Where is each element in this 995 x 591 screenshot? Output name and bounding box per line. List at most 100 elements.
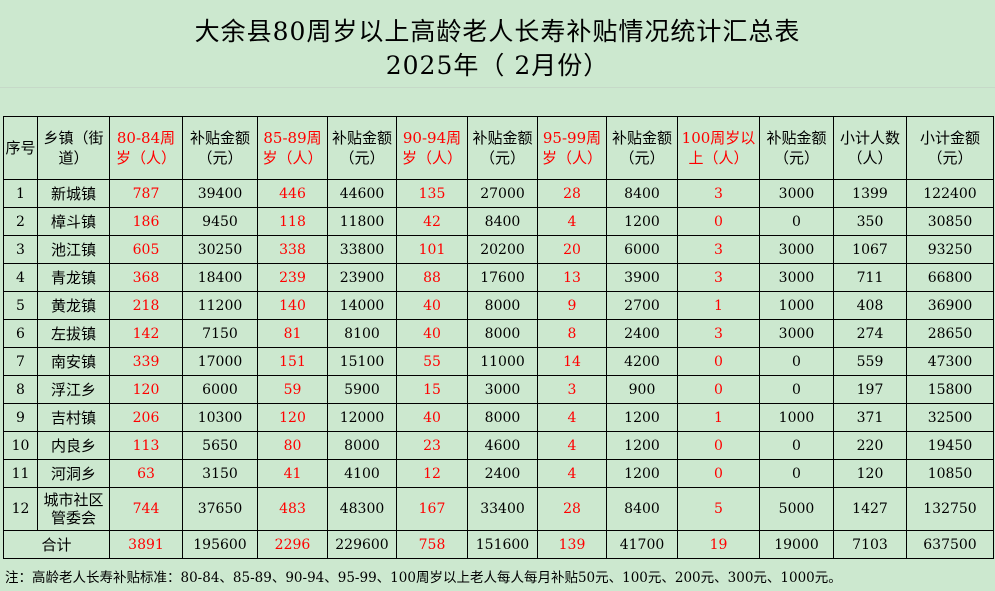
table-cell: 37650 [182, 487, 258, 531]
table-cell: 3000 [759, 263, 834, 292]
total-cell: 19 [677, 530, 760, 559]
table-cell: 339 [109, 347, 183, 376]
table-cell: 220 [833, 431, 907, 460]
table-cell: 0 [759, 347, 834, 376]
table-cell: 4 [3, 263, 38, 292]
table-cell: 66800 [906, 263, 994, 292]
table-cell: 15100 [327, 347, 397, 376]
table-cell: 42 [396, 207, 468, 236]
table-cell: 0 [677, 347, 760, 376]
table-row: 10 内良乡 113 5650 80 8000 23 4600 4 1200 0 0 220 19450 [3, 431, 994, 460]
table-cell: 135 [396, 179, 468, 208]
table-row: 8 浮江乡 120 6000 59 5900 15 3000 3 900 0 0 197 15800 [3, 375, 994, 404]
column-header: 100周岁以上（人） [677, 116, 760, 180]
table-cell: 4600 [467, 431, 538, 460]
table-cell: 2700 [606, 291, 678, 320]
table-cell: 10850 [906, 459, 994, 488]
total-cell: 637500 [906, 530, 994, 559]
table-cell: 1200 [606, 403, 678, 432]
table-cell: 4 [537, 207, 607, 236]
table-cell: 787 [109, 179, 183, 208]
table-cell: 3 [677, 263, 760, 292]
total-cell: 2296 [257, 530, 328, 559]
table-row: 2 樟斗镇 186 9450 118 11800 42 8400 4 1200 0 0 350 30850 [3, 207, 994, 236]
table-cell: 5650 [182, 431, 258, 460]
column-header: 小计人数（人） [833, 116, 907, 180]
table-cell: 59 [257, 375, 328, 404]
table-cell: 32500 [906, 403, 994, 432]
table-cell: 3000 [759, 319, 834, 348]
table-cell: 内良乡 [37, 431, 110, 460]
table-cell: 0 [677, 375, 760, 404]
table-cell: 23 [396, 431, 468, 460]
table-cell: 120 [257, 403, 328, 432]
table-cell: 9450 [182, 207, 258, 236]
table-cell: 11800 [327, 207, 397, 236]
table-cell: 1 [677, 403, 760, 432]
table-cell: 142 [109, 319, 183, 348]
table-cell: 黄龙镇 [37, 291, 110, 320]
table-cell: 3000 [467, 375, 538, 404]
table-cell: 40 [396, 403, 468, 432]
table-cell: 15 [396, 375, 468, 404]
column-header: 序号 [3, 116, 38, 180]
table-cell: 14 [537, 347, 607, 376]
table-cell: 1399 [833, 179, 907, 208]
table-cell: 新城镇 [37, 179, 110, 208]
table-cell: 3150 [182, 459, 258, 488]
table-cell: 1000 [759, 291, 834, 320]
table-cell: 0 [759, 459, 834, 488]
table-cell: 河洞乡 [37, 459, 110, 488]
table-cell: 122400 [906, 179, 994, 208]
table-cell: 10300 [182, 403, 258, 432]
table-cell: 36900 [906, 291, 994, 320]
table-cell: 605 [109, 235, 183, 264]
total-cell: 139 [537, 530, 607, 559]
table-cell: 6 [3, 319, 38, 348]
table-cell: 8400 [606, 487, 678, 531]
table-row: 1 新城镇 787 39400 446 44600 135 27000 28 8400 3 3000 1… [3, 179, 994, 208]
table-row: 4 青龙镇 368 18400 239 23900 88 17600 13 3900 3 3000 71… [3, 263, 994, 292]
table-cell: 1427 [833, 487, 907, 531]
table-cell: 1200 [606, 207, 678, 236]
table-cell: 1200 [606, 459, 678, 488]
table-cell: 12 [3, 487, 38, 531]
table-cell: 3 [537, 375, 607, 404]
table-cell: 3900 [606, 263, 678, 292]
table-cell: 41 [257, 459, 328, 488]
table-cell: 3 [677, 179, 760, 208]
table-cell: 93250 [906, 235, 994, 264]
table-cell: 40 [396, 291, 468, 320]
column-header: 乡镇（街道） [37, 116, 110, 180]
table-cell: 113 [109, 431, 183, 460]
table-cell: 5 [677, 487, 760, 531]
table-cell: 8400 [606, 179, 678, 208]
table-cell: 5900 [327, 375, 397, 404]
table-cell: 33400 [467, 487, 538, 531]
table-cell: 40 [396, 319, 468, 348]
table-cell: 186 [109, 207, 183, 236]
table-cell: 7150 [182, 319, 258, 348]
column-header: 补贴金额（元） [606, 116, 678, 180]
table-cell: 371 [833, 403, 907, 432]
table-cell: 浮江乡 [37, 375, 110, 404]
table-cell: 1 [3, 179, 38, 208]
table-cell: 408 [833, 291, 907, 320]
total-cell: 758 [396, 530, 468, 559]
table-cell: 3 [677, 319, 760, 348]
table-cell: 8 [3, 375, 38, 404]
column-header: 小计金额（元） [906, 116, 994, 180]
column-header: 补贴金额（元） [327, 116, 397, 180]
column-header: 85-89周岁（人） [257, 116, 328, 180]
table-row: 11 河洞乡 63 3150 41 4100 12 2400 4 1200 0 0 120 10850 [3, 459, 994, 488]
table-cell: 11200 [182, 291, 258, 320]
table-cell: 27000 [467, 179, 538, 208]
table-cell: 197 [833, 375, 907, 404]
table-cell: 0 [759, 207, 834, 236]
table-cell: 900 [606, 375, 678, 404]
table-cell: 11 [3, 459, 38, 488]
table-cell: 88 [396, 263, 468, 292]
total-label: 合计 [3, 530, 110, 559]
table-cell: 5 [3, 291, 38, 320]
table-cell: 2400 [606, 319, 678, 348]
